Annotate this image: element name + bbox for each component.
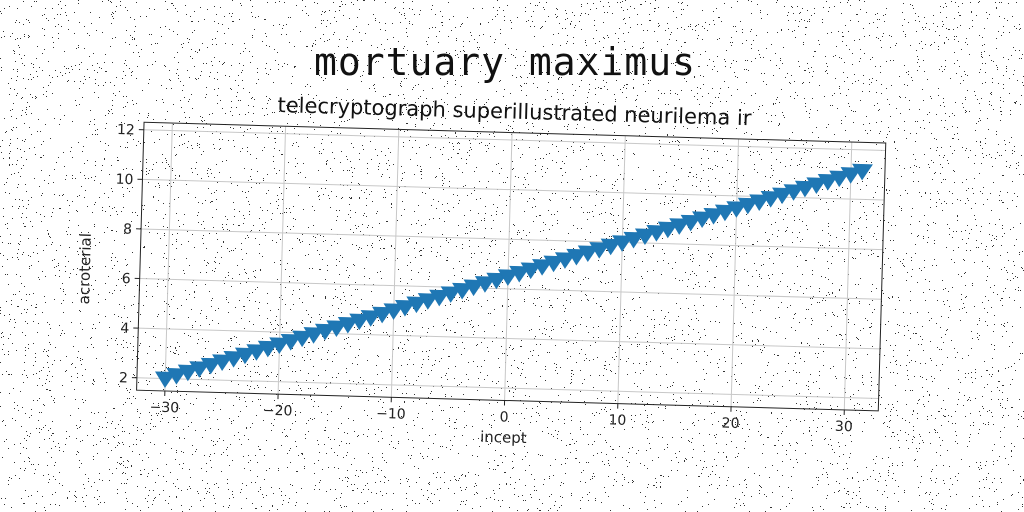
data-point <box>417 293 439 310</box>
data-point <box>314 323 336 341</box>
chart-container: telecryptograph superillustrated neurile… <box>65 80 915 463</box>
data-point <box>337 316 359 334</box>
x-axis-label: incept <box>480 428 527 447</box>
data-point <box>280 333 302 351</box>
data-point <box>566 248 588 266</box>
data-point <box>794 180 816 198</box>
data-point <box>406 296 428 314</box>
data-point <box>154 371 176 389</box>
data-points <box>154 163 873 389</box>
data-point <box>589 242 611 259</box>
chart-title: telecryptograph superillustrated neurile… <box>277 93 752 130</box>
data-point <box>257 340 279 358</box>
data-point <box>669 218 691 235</box>
data-point <box>223 350 245 368</box>
data-point <box>543 255 565 273</box>
y-tick-label: 4 <box>120 321 129 337</box>
data-point <box>200 357 222 375</box>
data-point <box>692 211 713 229</box>
x-tick-label: 10 <box>608 412 626 428</box>
y-axis-label: acroterial <box>75 233 95 305</box>
data-point <box>234 347 256 365</box>
data-point <box>497 269 519 286</box>
data-point <box>463 279 485 297</box>
data-point <box>852 163 873 181</box>
data-point <box>532 259 553 276</box>
data-point <box>646 225 668 242</box>
y-grid-line <box>139 278 882 300</box>
x-tick-label: −20 <box>263 403 293 420</box>
data-point <box>246 344 268 361</box>
data-point <box>452 282 473 300</box>
data-point <box>680 214 702 232</box>
y-tick-label: 2 <box>119 370 128 386</box>
data-point <box>440 286 462 303</box>
data-point <box>554 252 576 269</box>
data-point <box>749 194 771 211</box>
grid-lines <box>136 123 886 410</box>
x-grid-line <box>617 135 626 404</box>
data-point <box>349 313 371 331</box>
data-point <box>520 262 542 280</box>
x-tick-label: 30 <box>835 419 853 435</box>
y-tick-label: 12 <box>117 122 135 138</box>
y-tick-label: 6 <box>122 271 131 287</box>
data-point <box>703 208 725 225</box>
x-grid-line <box>504 132 513 401</box>
y-grid-line <box>138 327 881 350</box>
data-point <box>634 228 656 246</box>
data-point <box>177 364 199 382</box>
data-point <box>212 354 234 372</box>
data-point <box>840 167 862 184</box>
data-point <box>829 170 851 188</box>
data-point <box>600 238 622 256</box>
data-point <box>737 197 759 215</box>
x-grid-line <box>164 123 173 391</box>
data-point <box>474 276 496 293</box>
y-grid-line <box>141 228 883 251</box>
data-point <box>612 235 633 252</box>
data-point <box>303 327 325 344</box>
x-tick-label: 20 <box>721 416 739 432</box>
data-point <box>360 310 382 327</box>
scatter-chart: telecryptograph superillustrated neurile… <box>75 93 887 447</box>
data-point <box>623 231 645 249</box>
data-point <box>269 337 291 354</box>
y-tick-label: 10 <box>115 172 133 188</box>
y-tick-label: 8 <box>123 221 132 237</box>
plot-frame <box>136 121 887 412</box>
data-point <box>783 184 805 201</box>
axis-ticks: −30 −20 −10 0 10 20 30 2 4 6 8 10 12 <box>115 122 853 435</box>
data-point <box>509 265 531 283</box>
data-point <box>657 221 679 239</box>
data-point <box>577 245 599 263</box>
x-grid-line <box>730 138 740 407</box>
x-tick-label: 0 <box>499 409 508 425</box>
data-point <box>429 289 451 307</box>
data-point <box>760 190 782 208</box>
figure-suptitle: mortuary maximus <box>313 40 697 84</box>
data-point <box>726 201 748 218</box>
x-tick-label: −10 <box>376 406 406 423</box>
data-point <box>714 204 736 222</box>
data-point <box>486 272 508 290</box>
data-point <box>166 368 188 385</box>
data-point <box>189 361 211 378</box>
data-point <box>806 177 828 194</box>
x-grid-line <box>843 142 853 410</box>
x-tick-label: −30 <box>149 400 179 417</box>
data-point <box>817 173 839 191</box>
data-point <box>326 320 348 337</box>
x-grid-line <box>390 129 400 398</box>
data-point <box>772 187 793 205</box>
y-grid-line <box>136 377 879 399</box>
data-point <box>372 306 393 324</box>
data-point <box>383 303 405 320</box>
data-point <box>394 299 416 317</box>
y-grid-line <box>143 129 886 151</box>
data-point <box>292 330 313 348</box>
